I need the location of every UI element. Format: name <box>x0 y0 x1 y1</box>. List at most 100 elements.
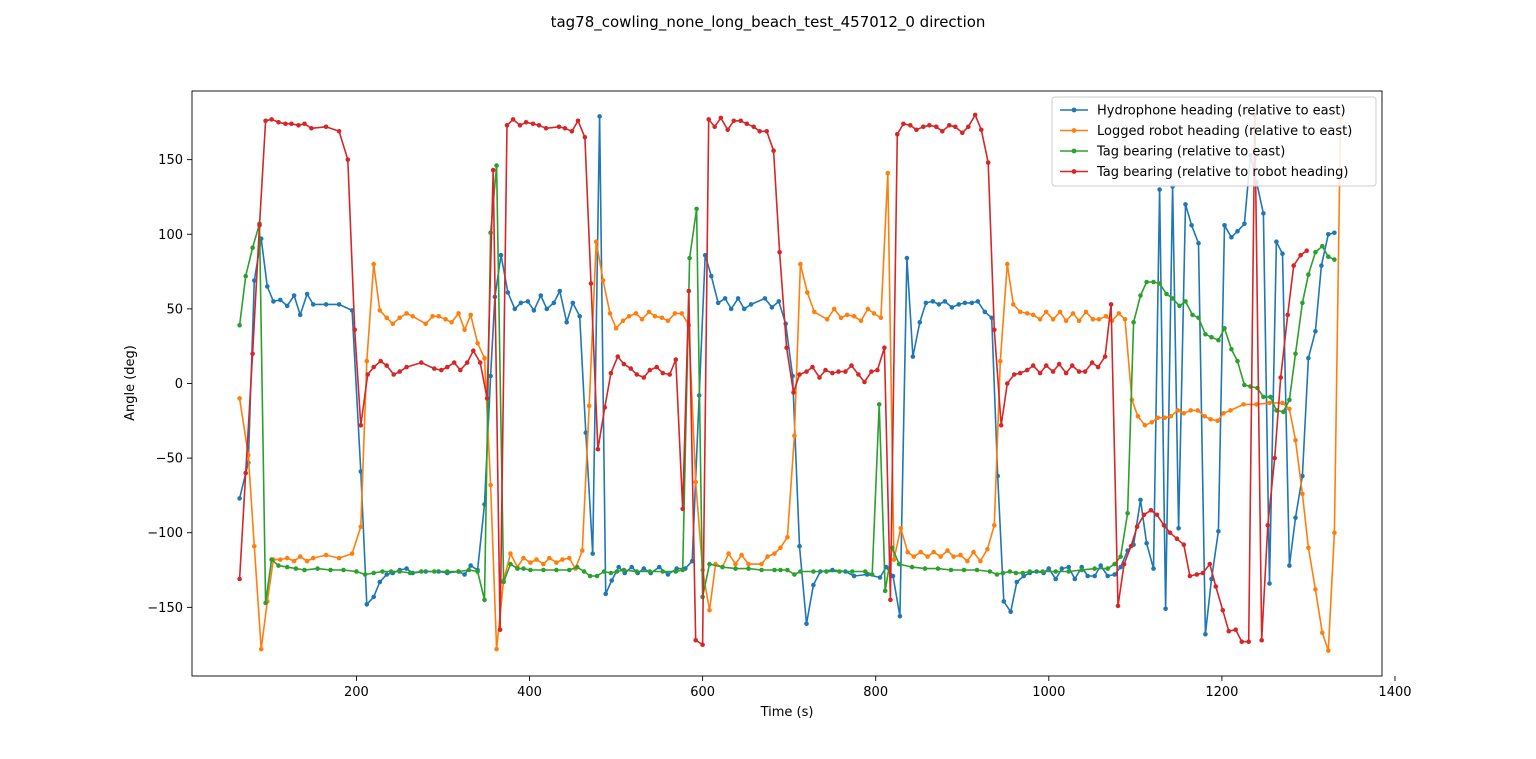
data-point <box>336 129 342 134</box>
data-point <box>1122 317 1128 322</box>
data-point <box>543 126 549 131</box>
data-point <box>263 118 268 124</box>
data-point <box>851 314 857 319</box>
data-point <box>1082 369 1088 374</box>
data-point <box>1300 491 1305 497</box>
data-point <box>1037 370 1043 376</box>
data-point <box>778 567 783 573</box>
data-point <box>998 358 1003 364</box>
data-point <box>1313 587 1318 592</box>
data-point <box>923 300 929 306</box>
data-point <box>1326 232 1331 237</box>
data-point <box>276 120 281 125</box>
data-point <box>1118 554 1123 559</box>
data-point <box>961 567 967 573</box>
data-point <box>1149 420 1155 425</box>
data-point <box>263 600 268 606</box>
data-point <box>237 396 242 401</box>
data-point <box>488 482 493 488</box>
data-point <box>1287 397 1292 403</box>
data-point <box>237 576 242 582</box>
data-point <box>875 367 880 373</box>
data-point <box>1268 394 1273 400</box>
data-point <box>310 302 316 307</box>
data-point <box>497 627 503 632</box>
data-point <box>746 561 751 567</box>
data-point <box>931 549 936 555</box>
data-point <box>616 564 621 570</box>
data-point <box>1050 369 1056 374</box>
data-point <box>1046 566 1052 571</box>
data-point <box>1030 363 1036 368</box>
data-point <box>917 320 923 325</box>
data-point <box>468 563 474 568</box>
data-point <box>554 560 559 565</box>
data-point <box>735 296 741 301</box>
data-point <box>1083 309 1089 315</box>
data-point <box>1332 257 1337 262</box>
data-point <box>862 379 867 385</box>
data-point <box>564 320 569 325</box>
data-point <box>432 366 437 371</box>
y-axis: −150 −100 −50 0 50 100 150 <box>147 153 192 616</box>
data-point <box>1208 417 1213 422</box>
data-point <box>1319 263 1324 268</box>
data-point <box>771 148 776 153</box>
data-point <box>1103 314 1109 319</box>
data-point <box>805 290 810 295</box>
data-point <box>851 573 857 579</box>
series-3 <box>237 163 1337 606</box>
data-point <box>791 390 796 395</box>
data-point <box>817 375 822 380</box>
data-point <box>574 564 580 570</box>
data-point <box>380 569 385 574</box>
data-point <box>1066 569 1071 574</box>
data-point <box>985 546 990 552</box>
data-point <box>1070 311 1076 316</box>
x-tick-label: 600 <box>690 685 715 700</box>
data-point <box>659 315 665 321</box>
data-point <box>921 124 926 130</box>
data-point <box>468 312 474 318</box>
data-point <box>679 311 685 316</box>
data-point <box>504 123 510 128</box>
data-point <box>439 367 444 373</box>
data-point <box>979 127 984 133</box>
data-point <box>310 555 316 561</box>
data-point <box>660 569 666 574</box>
data-point <box>575 118 581 124</box>
data-point <box>580 548 585 553</box>
data-point <box>581 569 587 574</box>
data-point <box>278 557 283 562</box>
data-point <box>501 579 506 585</box>
data-point <box>523 120 529 125</box>
data-point <box>667 372 672 377</box>
y-tick-label: −150 <box>147 601 183 616</box>
data-point <box>641 375 647 380</box>
data-point <box>1089 360 1095 365</box>
data-point <box>1194 572 1200 577</box>
data-point <box>965 558 970 564</box>
data-point <box>1154 512 1160 518</box>
data-point <box>615 354 621 359</box>
data-point <box>897 614 903 619</box>
data-point <box>1076 369 1082 374</box>
data-point <box>423 321 429 327</box>
data-point <box>371 261 377 267</box>
data-point <box>876 402 882 407</box>
data-point <box>869 572 875 577</box>
data-point <box>1207 561 1213 567</box>
data-point <box>551 300 557 306</box>
data-point <box>971 549 976 555</box>
data-point <box>706 117 711 122</box>
data-point <box>1105 566 1110 571</box>
data-point <box>1105 573 1110 579</box>
data-point <box>404 364 409 370</box>
data-point <box>517 123 523 128</box>
data-point <box>1098 563 1103 568</box>
data-point <box>896 561 902 567</box>
data-point <box>633 311 639 316</box>
data-point <box>1131 320 1136 325</box>
data-point <box>850 569 855 574</box>
data-point <box>1293 515 1298 521</box>
